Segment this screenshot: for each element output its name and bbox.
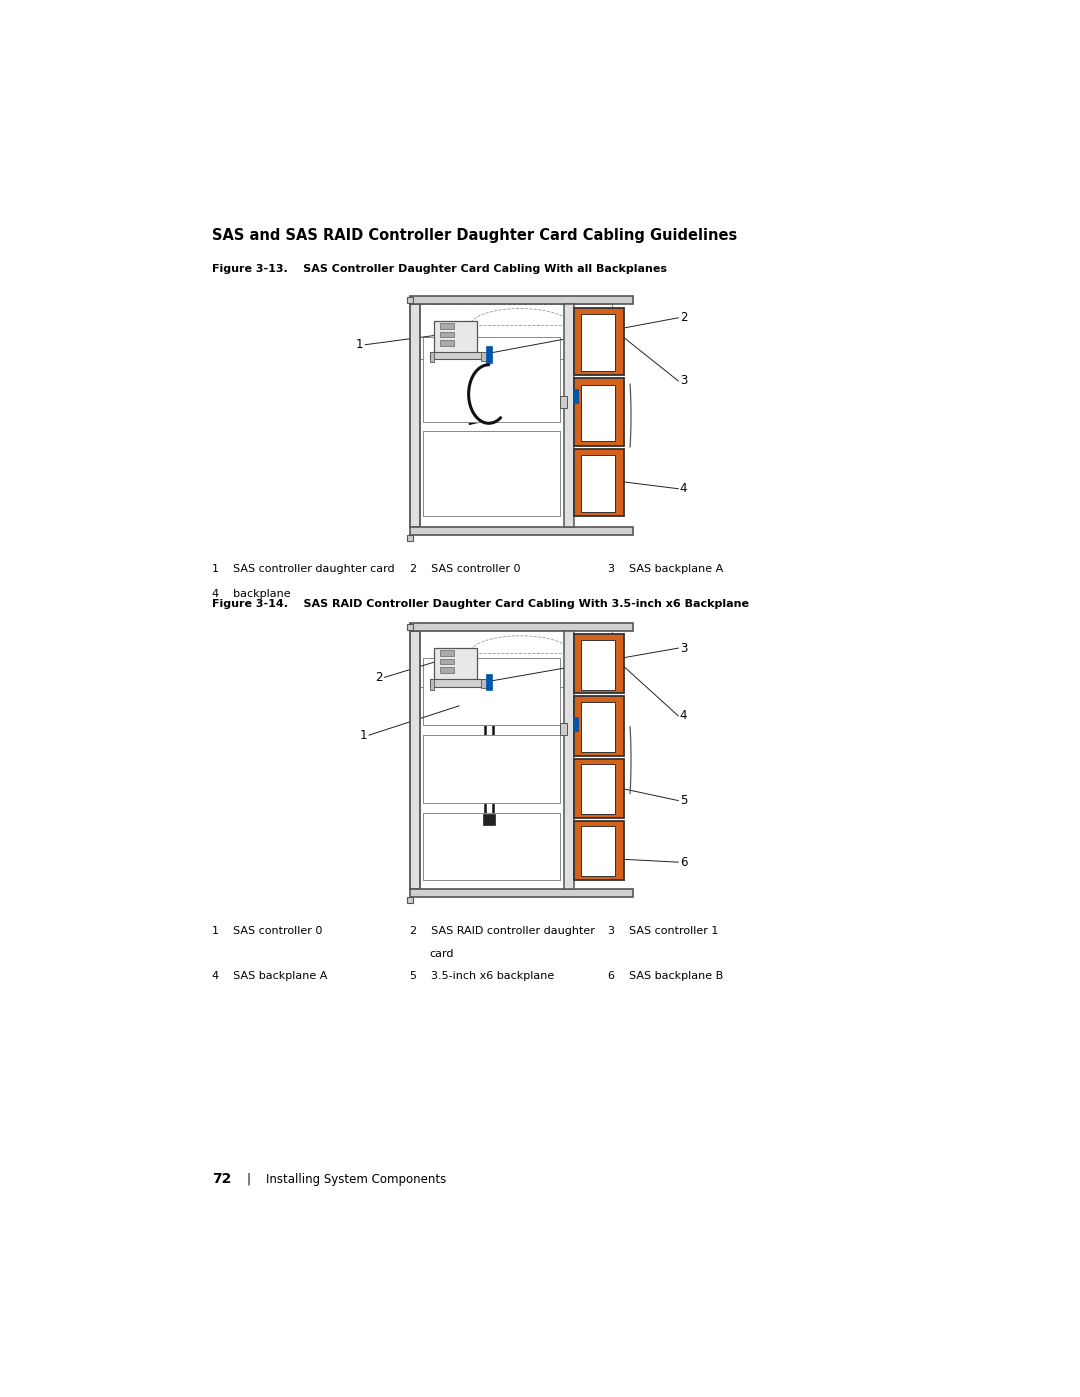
Bar	[573, 821, 624, 880]
Bar	[573, 379, 624, 446]
Text: 2    SAS RAID controller daughter: 2 SAS RAID controller daughter	[410, 926, 595, 936]
Bar	[441, 323, 455, 328]
Text: |    Installing System Components: | Installing System Components	[247, 1172, 447, 1186]
Text: 6: 6	[679, 856, 687, 869]
Bar	[410, 296, 633, 305]
Bar	[407, 624, 414, 630]
Text: 3: 3	[679, 374, 687, 387]
Text: 4: 4	[679, 710, 687, 722]
Bar	[581, 826, 616, 876]
Text: 72: 72	[213, 1172, 232, 1186]
Text: 4    backplane: 4 backplane	[213, 588, 292, 599]
Text: 6    SAS backplane B: 6 SAS backplane B	[608, 971, 723, 981]
Text: Figure 3-13.    SAS Controller Daughter Card Cabling With all Backplanes: Figure 3-13. SAS Controller Daughter Car…	[213, 264, 667, 274]
Bar	[410, 527, 633, 535]
Bar	[581, 640, 616, 690]
Bar	[441, 668, 455, 673]
Text: 1: 1	[360, 729, 367, 742]
Text: 1    SAS controller daughter card: 1 SAS controller daughter card	[213, 564, 395, 574]
Bar	[430, 352, 434, 362]
Bar	[441, 339, 455, 345]
Bar	[407, 535, 414, 541]
Text: 5: 5	[679, 793, 687, 807]
Bar	[484, 814, 495, 826]
Bar	[423, 735, 561, 802]
Bar	[434, 321, 476, 353]
Bar	[430, 679, 434, 690]
Text: 3    SAS controller 1: 3 SAS controller 1	[608, 926, 718, 936]
Bar	[423, 430, 561, 515]
Bar	[581, 701, 616, 752]
Bar	[423, 813, 561, 880]
Bar	[561, 722, 567, 735]
Bar	[407, 897, 414, 902]
Bar	[564, 305, 573, 527]
Bar	[441, 651, 455, 655]
Bar	[572, 390, 578, 404]
Text: 3    SAS backplane A: 3 SAS backplane A	[608, 564, 723, 574]
Text: 5    3.5-inch x6 backplane: 5 3.5-inch x6 backplane	[410, 971, 554, 981]
Bar	[434, 648, 476, 680]
Text: 2: 2	[376, 671, 383, 685]
Bar	[430, 352, 484, 359]
Bar	[407, 298, 414, 303]
Bar	[581, 384, 616, 441]
Bar	[482, 352, 487, 360]
Bar	[581, 314, 616, 370]
Text: 2: 2	[679, 312, 687, 324]
Bar	[564, 631, 573, 888]
Text: 1: 1	[356, 338, 364, 351]
Bar	[486, 673, 491, 690]
Bar	[486, 346, 491, 363]
Bar	[441, 331, 455, 337]
Bar	[482, 679, 487, 689]
Bar	[561, 395, 567, 408]
Bar	[410, 631, 420, 888]
Bar	[573, 634, 624, 693]
Bar	[573, 307, 624, 376]
Bar	[423, 337, 561, 422]
Text: 4    SAS backplane A: 4 SAS backplane A	[213, 971, 328, 981]
Bar	[430, 679, 484, 686]
Text: Figure 3-14.    SAS RAID Controller Daughter Card Cabling With 3.5-inch x6 Backp: Figure 3-14. SAS RAID Controller Daughte…	[213, 599, 750, 609]
Bar	[573, 448, 624, 517]
Text: card: card	[430, 949, 454, 960]
Text: 3: 3	[679, 641, 687, 655]
Bar	[573, 759, 624, 817]
Text: SAS and SAS RAID Controller Daughter Card Cabling Guidelines: SAS and SAS RAID Controller Daughter Car…	[213, 229, 738, 243]
Bar	[581, 764, 616, 814]
Text: 1    SAS controller 0: 1 SAS controller 0	[213, 926, 323, 936]
Bar	[441, 659, 455, 665]
Bar	[423, 658, 561, 725]
Bar	[410, 305, 420, 527]
Bar	[581, 455, 616, 511]
Bar	[410, 888, 633, 897]
Text: 2    SAS controller 0: 2 SAS controller 0	[410, 564, 521, 574]
Bar	[572, 717, 578, 731]
Text: 4: 4	[679, 482, 687, 495]
Bar	[573, 697, 624, 756]
Bar	[410, 623, 633, 631]
